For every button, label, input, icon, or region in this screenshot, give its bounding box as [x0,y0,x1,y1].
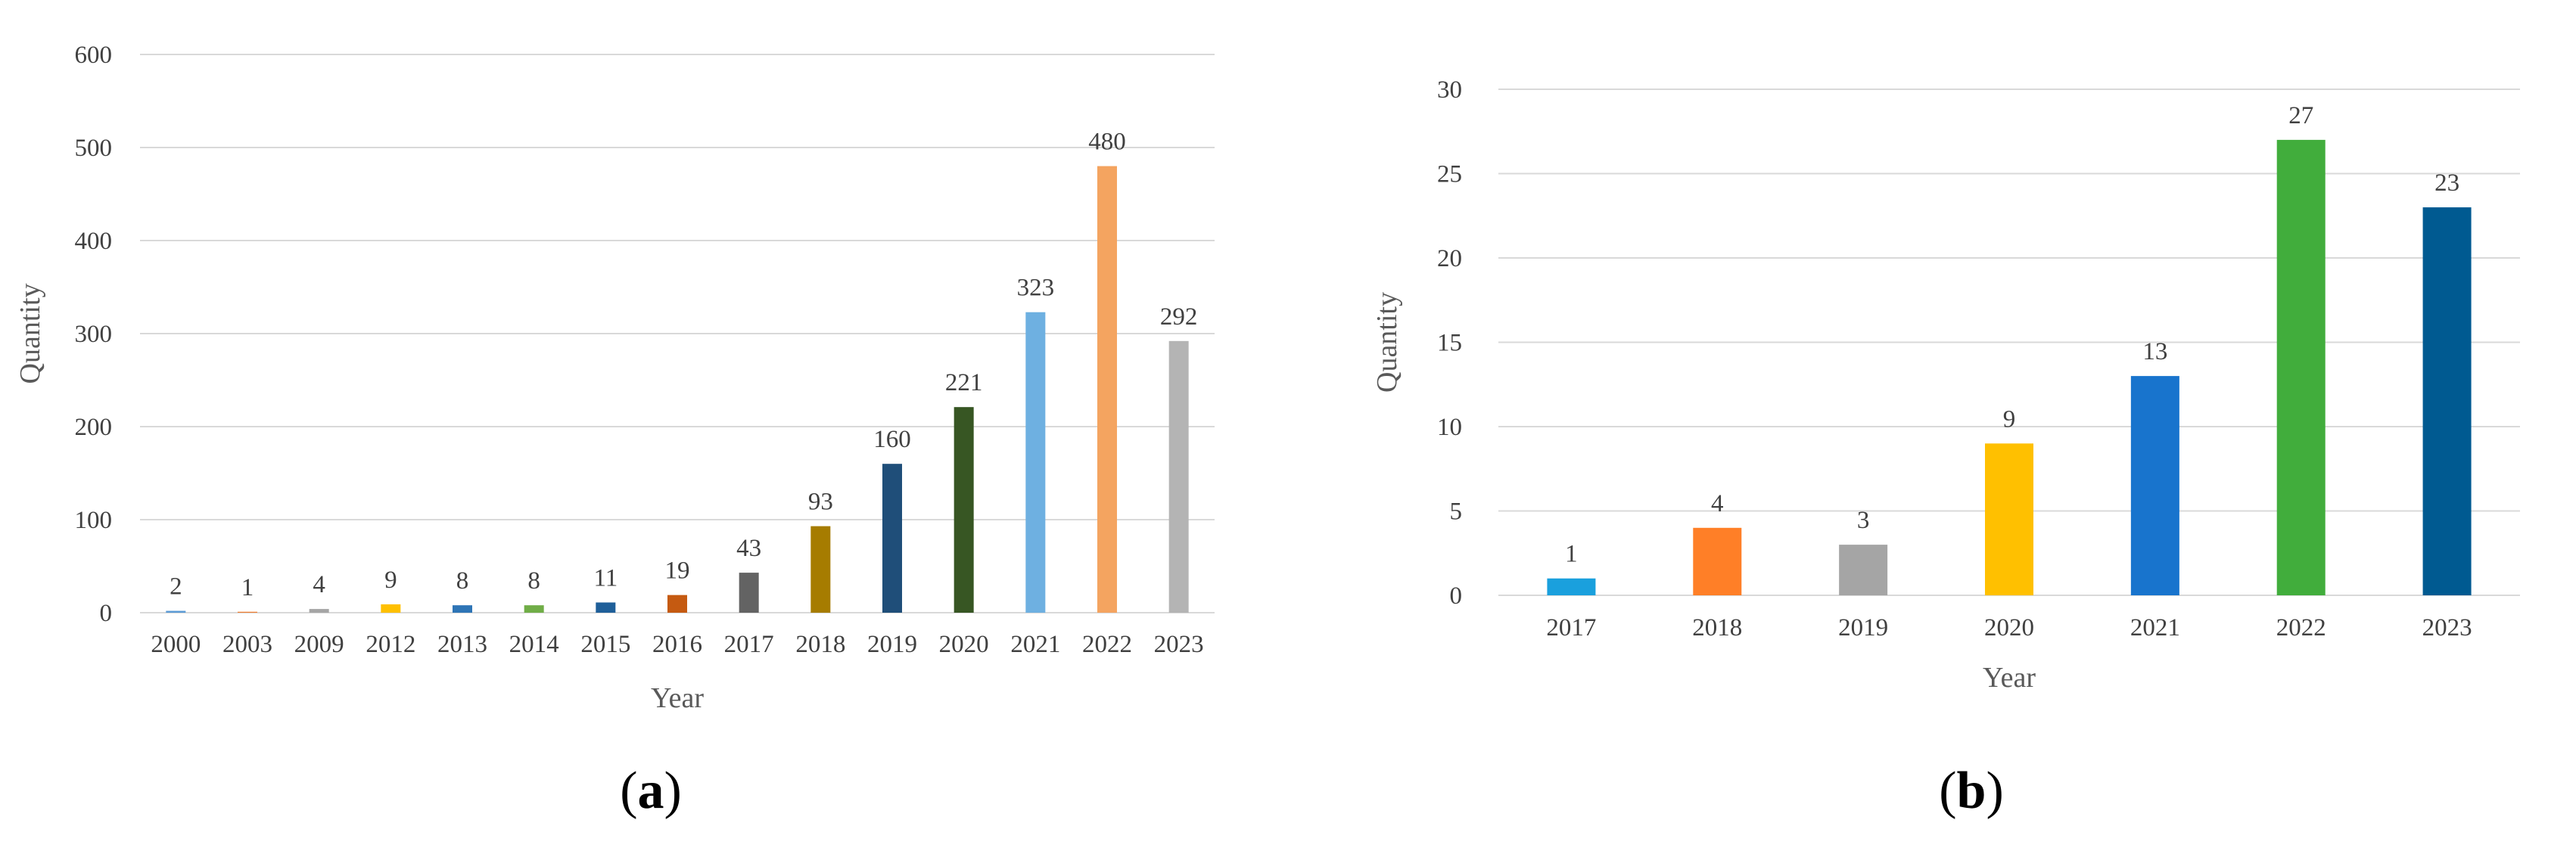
x-tick-label: 2003 [222,631,272,658]
y-tick-label: 25 [1437,161,1462,188]
y-tick-label: 200 [75,414,113,441]
bar [1693,527,1742,595]
x-tick-label: 2018 [1692,614,1742,641]
y-tick-label: 600 [75,42,113,69]
x-tick-label: 2023 [1154,631,1204,658]
data-label: 2 [170,573,182,601]
y-tick-label: 10 [1437,414,1462,441]
bar [596,602,616,613]
data-label: 8 [527,567,540,595]
data-label: 323 [1017,275,1055,302]
bar [309,609,329,613]
chart-panel-a: 0 100 200 300 400 500 600 2 2000 1 2003 4 2009 9 2012 8… [14,42,1215,820]
bar [882,464,902,613]
data-label: 9 [2003,405,2016,433]
bar [166,610,186,613]
data-label: 292 [1160,303,1198,331]
x-axis-title: Year [1983,662,2036,694]
bar [238,611,257,613]
bar [1547,578,1596,595]
bar [1168,340,1189,613]
bar [1839,545,1888,595]
bar [1097,166,1117,613]
bar [667,595,687,613]
x-tick-label: 2022 [1082,631,1132,658]
x-tick-label: 2013 [437,631,487,658]
y-tick-label: 15 [1437,330,1462,357]
chart-panel-b: 0 5 10 15 20 25 30 1 2017 4 2018 3 2019 9 2020 13 2021 27… [1371,76,2520,820]
data-label: 4 [1711,490,1724,517]
x-tick-label: 2022 [2276,614,2326,641]
y-tick-label: 5 [1450,498,1463,526]
panel-caption: (a) [620,762,682,820]
bar [810,526,831,613]
data-label: 11 [593,564,618,592]
x-tick-label: 2019 [867,631,917,658]
x-axis-title: Year [651,682,704,714]
x-tick-label: 2017 [1546,614,1596,641]
x-tick-label: 2019 [1838,614,1888,641]
y-tick-label: 0 [100,600,113,627]
data-label: 4 [313,571,325,598]
data-label: 160 [873,426,911,453]
y-tick-label: 0 [1450,582,1463,610]
bar [1985,443,2033,595]
data-label: 19 [665,557,690,585]
data-label: 8 [456,567,469,595]
y-axis-title: Quantity [1371,292,1403,393]
data-label: 3 [1857,507,1870,534]
panel-caption: (b) [1939,762,2004,820]
x-tick-label: 2020 [939,631,989,658]
data-label: 1 [241,574,254,601]
data-label: 221 [945,369,983,396]
data-label: 480 [1088,129,1126,156]
y-tick-label: 100 [75,507,113,534]
y-tick-label: 20 [1437,245,1462,272]
bar [381,604,401,613]
bar [739,573,759,613]
y-tick-label: 500 [75,135,113,162]
data-label: 13 [2142,338,2167,365]
bar [2130,376,2179,595]
y-tick-label: 300 [75,321,113,348]
x-tick-label: 2012 [366,631,415,658]
x-tick-label: 2017 [724,631,774,658]
data-label: 9 [384,567,397,594]
x-tick-label: 2018 [795,631,845,658]
bar [524,605,544,613]
y-tick-label: 30 [1437,76,1462,104]
x-tick-label: 2021 [1010,631,1060,658]
x-tick-label: 2020 [1984,614,2034,641]
data-label: 93 [808,489,833,516]
data-label: 43 [736,535,761,562]
x-tick-label: 2015 [580,631,630,658]
x-tick-label: 2016 [652,631,702,658]
bar [954,407,974,613]
data-label: 23 [2434,169,2459,197]
data-label: 1 [1565,541,1578,568]
x-tick-label: 2014 [509,631,559,658]
x-tick-label: 2021 [2130,614,2180,641]
bar [1025,312,1046,613]
bar [2276,139,2326,595]
x-tick-label: 2023 [2422,614,2472,641]
y-axis-title: Quantity [14,284,46,384]
data-label: 27 [2288,102,2313,129]
x-tick-label: 2000 [151,631,201,658]
y-tick-label: 400 [75,228,113,255]
bar [453,605,472,613]
x-tick-label: 2009 [294,631,344,658]
bar [2422,207,2472,596]
